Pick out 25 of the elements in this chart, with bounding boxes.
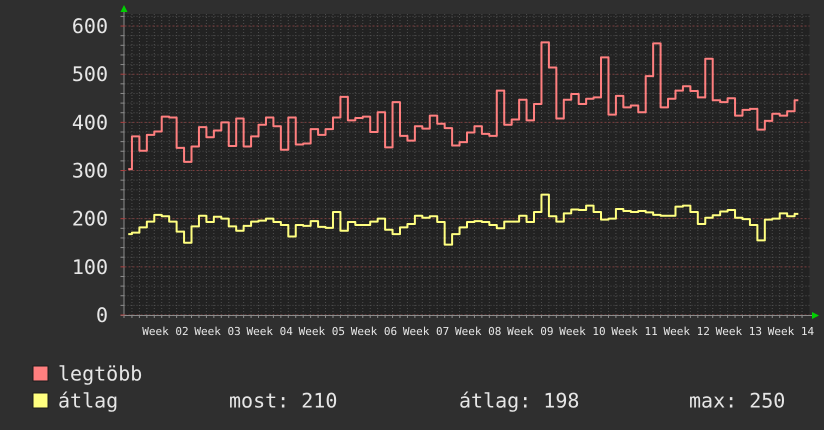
text: most: 210 <box>229 388 338 412</box>
x-tick-label: Week 12 <box>663 324 710 338</box>
x-tick-label: Week 11 <box>611 324 658 338</box>
x-tick-label: Week 03 <box>194 324 241 338</box>
y-tick-label: 300 <box>72 158 108 183</box>
text: max: 250 <box>689 388 786 412</box>
x-tick-label: Week 06 <box>350 324 398 338</box>
x-tick-label: Week 02 <box>142 324 189 338</box>
y-tick-label: 100 <box>72 254 108 279</box>
x-tick-label: Week 05 <box>298 324 345 338</box>
x-tick-label: Week 04 <box>246 324 294 338</box>
x-tick-label: Week 09 <box>507 324 554 338</box>
x-tick-label: Week 14 <box>768 324 814 338</box>
y-tick-label: 200 <box>72 206 108 231</box>
y-tick-label: 600 <box>72 14 108 38</box>
text: átlag: 198 <box>459 388 580 412</box>
legend-label: átlag <box>58 388 118 412</box>
y-tick-label: 500 <box>72 62 108 86</box>
y-tick-label: 400 <box>72 110 108 134</box>
x-tick-label: Week 07 <box>402 324 450 338</box>
y-tick-label: 0 <box>96 303 108 327</box>
x-tick-label: Week 13 <box>716 324 762 338</box>
x-tick-label: Week 10 <box>559 324 606 338</box>
legend-label: legtöbb <box>58 362 142 386</box>
x-tick-label: Week 08 <box>454 324 502 338</box>
